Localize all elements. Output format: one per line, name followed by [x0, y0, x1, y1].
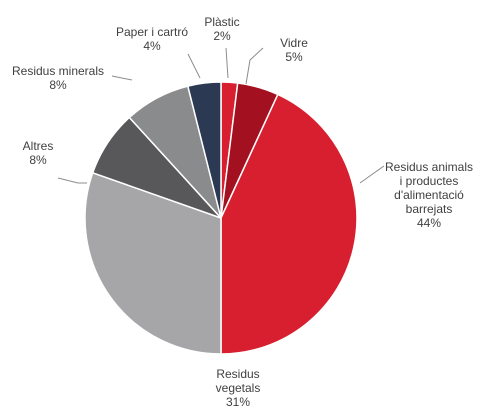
label-altres: Altres 8% — [23, 139, 54, 167]
label-minerals-pct: 8% — [49, 78, 67, 92]
label-plastic-name: Plàstic — [204, 15, 240, 29]
label-minerals: Residus minerals 8% — [12, 64, 104, 92]
label-vidre-name: Vidre — [280, 36, 308, 50]
leader-minerals — [111, 75, 133, 81]
label-paper-name: Paper i cartró — [115, 25, 189, 39]
leader-paper — [187, 53, 201, 79]
leader-plastic — [225, 47, 229, 79]
label-altres-pct: 8% — [29, 153, 47, 167]
label-animals-line4: barrejats — [405, 202, 453, 216]
label-animals-line1: Residus animals — [384, 160, 474, 174]
leader-animals — [359, 165, 385, 184]
pie-slice-vegetals — [84, 171, 222, 355]
label-vegetals: Residus vegetals 31% — [216, 367, 261, 409]
pie-slice-animals — [220, 93, 358, 355]
pie-slice-paper — [186, 81, 222, 219]
label-animals: Residus animals i productes d'alimentaci… — [385, 160, 473, 230]
leader-vidre — [245, 47, 264, 85]
leader-altres — [57, 177, 87, 184]
label-vegetals-line2: vegetals — [215, 381, 261, 395]
label-animals-pct: 44% — [416, 216, 442, 230]
label-altres-name: Altres — [22, 139, 54, 153]
label-vegetals-pct: 31% — [225, 395, 251, 409]
label-paper-pct: 4% — [143, 39, 161, 53]
label-animals-line3: d'alimentació — [394, 188, 464, 202]
label-vidre-pct: 5% — [285, 50, 303, 64]
label-animals-line2: i productes — [399, 174, 459, 188]
label-plastic: Plàstic 2% — [204, 15, 239, 43]
label-minerals-name: Residus minerals — [11, 64, 105, 78]
label-plastic-pct: 2% — [213, 29, 231, 43]
label-paper: Paper i cartró 4% — [116, 25, 188, 53]
label-vegetals-line1: Residus — [216, 367, 260, 381]
label-vidre: Vidre 5% — [280, 36, 308, 64]
